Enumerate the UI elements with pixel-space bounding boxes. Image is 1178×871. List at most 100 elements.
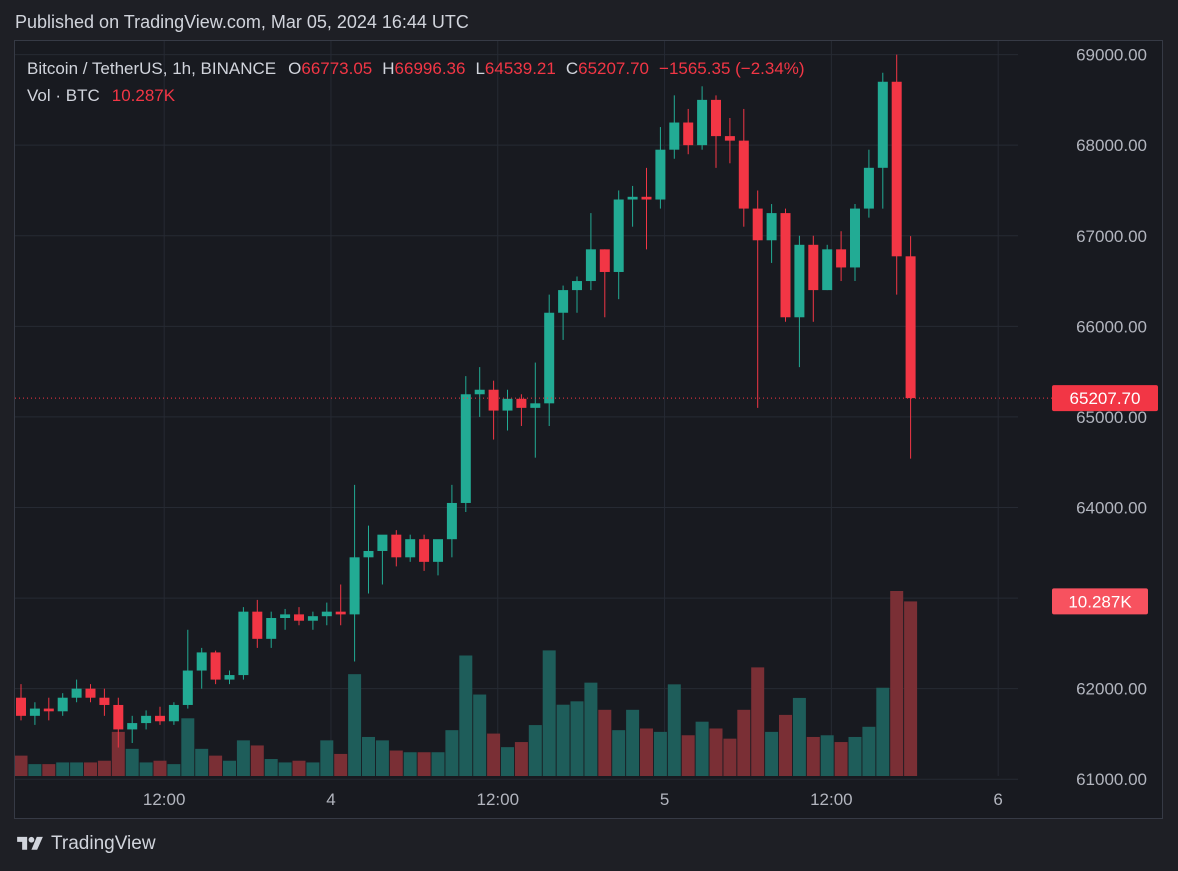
candle-body (252, 611, 263, 639)
volume-bar (834, 742, 848, 776)
volume-bar (278, 762, 292, 776)
candle-body (349, 557, 360, 615)
volume-bar (876, 687, 890, 776)
candle-body (655, 149, 666, 200)
volume-bar (862, 726, 876, 776)
volume-bar (97, 760, 111, 776)
candle-body (683, 122, 694, 146)
candle-body (238, 611, 249, 676)
candle-body (641, 196, 652, 200)
candle-body (71, 688, 82, 698)
candle-body (877, 81, 888, 168)
volume-bar (236, 740, 250, 776)
volume-bar (695, 721, 709, 776)
volume-bar (153, 760, 167, 776)
candle-body (502, 398, 513, 411)
volume-label[interactable]: Vol · BTC (27, 85, 100, 105)
volume-bar (487, 733, 501, 776)
volume-bar (514, 742, 528, 776)
last-price-tag (1052, 385, 1158, 412)
volume-bar (584, 682, 598, 776)
candle-body (572, 281, 582, 291)
volume-bar (459, 655, 473, 776)
footer-brand[interactable]: TradingView (16, 833, 156, 855)
candle-body (210, 652, 221, 680)
candle-body (335, 611, 346, 615)
candle-body (307, 616, 318, 621)
volume-bar (223, 760, 236, 776)
candle-body (29, 708, 40, 716)
volume-bar (56, 762, 70, 776)
volume-bar (473, 694, 487, 776)
candle-body (752, 208, 763, 241)
candle-body (280, 614, 291, 619)
time-tick-label: 12:00 (810, 790, 853, 809)
volume-bar (792, 697, 806, 776)
volume-bar (111, 731, 125, 776)
candle-body (85, 688, 96, 698)
change-value: −1565.35 (−2.34%) (659, 58, 805, 78)
volume-bar (820, 735, 834, 776)
volume-bar (306, 762, 320, 776)
candle-body (794, 244, 805, 318)
volume-bar (320, 740, 334, 776)
volume-bar (445, 730, 459, 776)
volume-bar (417, 752, 431, 776)
volume-bar (751, 667, 765, 776)
tradingview-logo-icon (17, 836, 43, 850)
candle-body (433, 539, 443, 562)
candle-body (488, 389, 499, 411)
volume-bar (167, 764, 181, 776)
candle-body (613, 199, 624, 272)
volume-bar (70, 762, 84, 776)
candle-body (599, 249, 610, 272)
time-tick-label: 12:00 (143, 790, 186, 809)
volume-bar (570, 701, 584, 776)
volume-bar (890, 591, 904, 776)
candle-body (766, 213, 777, 241)
volume-bar (904, 601, 918, 776)
candle-body (780, 213, 791, 318)
time-tick-label: 5 (660, 790, 669, 809)
candlestick-chart[interactable]: 61000.0062000.0063000.0064000.0065000.00… (15, 41, 1163, 819)
legend-volume-row: Vol · BTC 10.287K (27, 82, 805, 109)
volume-bar (640, 728, 653, 776)
candle-body (627, 196, 638, 200)
candle-body (16, 697, 26, 716)
close-label: C (565, 58, 579, 78)
chart-legend: Bitcoin / TetherUS, 1h, BINANCE O 66773.… (27, 55, 805, 109)
volume-bar (723, 738, 737, 776)
candle-body (711, 99, 721, 137)
volume-bar (598, 709, 612, 776)
candle-body (836, 249, 847, 268)
candle-body (863, 167, 874, 209)
chart-panel[interactable]: 61000.0062000.0063000.0064000.0065000.00… (14, 40, 1163, 819)
volume-bar (42, 764, 56, 776)
legend-price-row: Bitcoin / TetherUS, 1h, BINANCE O 66773.… (27, 55, 805, 82)
low-label: L (475, 58, 485, 78)
candle-body (377, 534, 388, 551)
volume-bar (528, 725, 542, 776)
volume-bar (139, 762, 153, 776)
candle-body (516, 398, 527, 408)
volume-bar (848, 736, 862, 776)
high-label: H (382, 58, 395, 78)
volume-bar (15, 755, 28, 776)
price-tick-label: 67000.00 (1076, 227, 1147, 246)
volume-bar (125, 748, 139, 776)
volume-bar (250, 745, 264, 776)
candle-body (224, 675, 235, 680)
volume-bar (84, 762, 97, 776)
candle-body (321, 611, 332, 617)
candle-body (474, 389, 485, 395)
symbol-label[interactable]: Bitcoin / TetherUS, 1h, BINANCE (27, 58, 277, 78)
volume-bar (779, 714, 792, 776)
published-caption: Published on TradingView.com, Mar 05, 20… (15, 12, 469, 32)
candle-body (669, 122, 680, 150)
volume-bar (403, 752, 417, 776)
price-tick-label: 61000.00 (1076, 770, 1147, 789)
volume-bar (737, 709, 751, 776)
open-value: 66773.05 (301, 58, 373, 78)
volume-bar (389, 750, 403, 776)
candle-body (405, 539, 416, 558)
